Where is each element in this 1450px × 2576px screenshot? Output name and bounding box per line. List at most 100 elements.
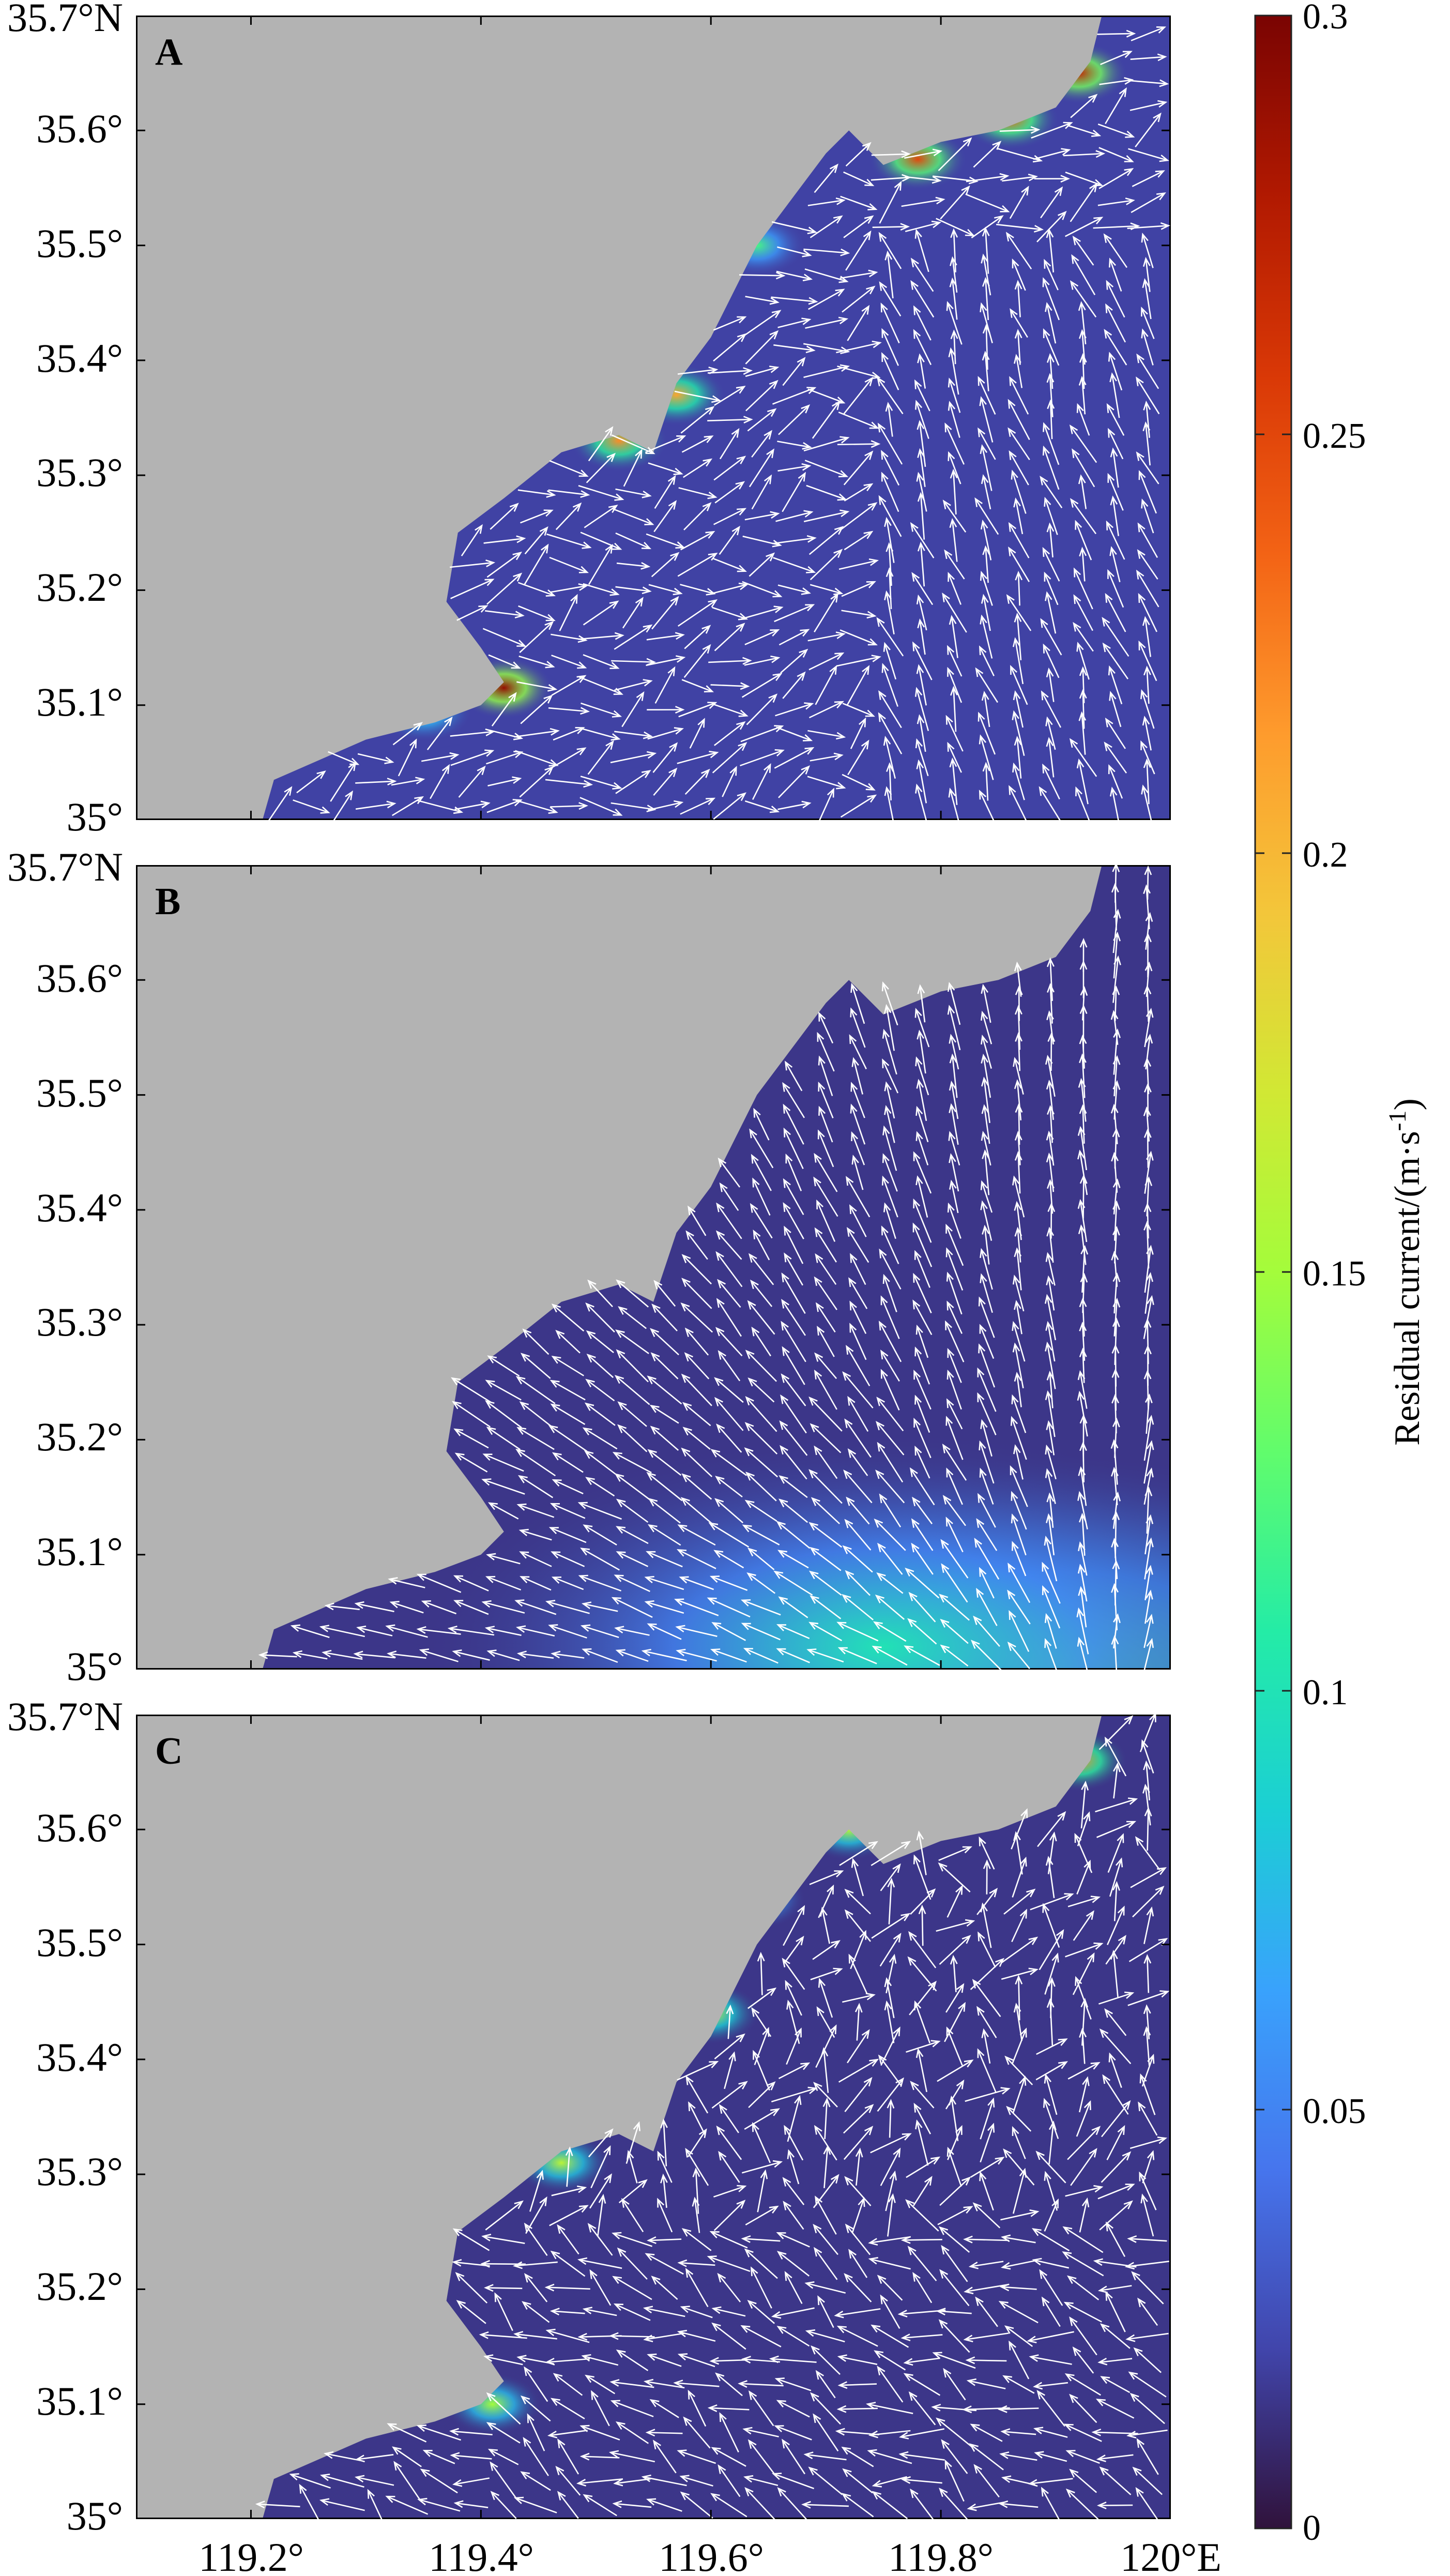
current-vector	[577, 2257, 622, 2269]
current-vector	[486, 551, 523, 578]
current-vector	[744, 655, 781, 666]
current-vector	[746, 693, 778, 725]
current-vector	[741, 1623, 781, 1641]
current-vector	[681, 1447, 713, 1477]
current-vector	[752, 763, 771, 800]
current-vector	[915, 1175, 928, 1218]
current-vector	[1033, 2382, 1069, 2390]
current-vector	[1144, 1565, 1153, 1601]
current-vector	[1080, 1272, 1088, 1313]
current-vector	[1137, 2297, 1158, 2326]
current-vector	[1140, 2193, 1154, 2237]
current-vector	[844, 483, 874, 502]
current-vector	[1046, 737, 1055, 778]
current-vector	[1078, 375, 1087, 415]
current-vector	[884, 250, 894, 299]
current-vector	[1044, 1536, 1058, 1582]
current-vector	[779, 1498, 808, 1523]
current-vector	[1143, 758, 1151, 805]
current-vector	[945, 1517, 964, 1553]
current-vector	[651, 552, 680, 578]
current-vector	[751, 2007, 772, 2037]
current-vector	[1014, 1300, 1022, 1335]
current-vector	[999, 126, 1041, 134]
current-vector	[625, 2121, 640, 2164]
current-vector	[945, 1320, 965, 1362]
current-vector	[784, 1252, 803, 1286]
y-tick: 35.2°	[36, 2264, 123, 2309]
current-vector	[449, 2428, 493, 2436]
current-vector	[1143, 665, 1151, 704]
current-vector	[843, 215, 874, 238]
current-vector	[1130, 100, 1168, 111]
current-vector	[850, 982, 865, 1024]
current-vector	[1101, 2151, 1132, 2183]
current-vector	[980, 1419, 993, 1457]
current-vector	[712, 741, 747, 774]
current-vector	[979, 1467, 994, 1505]
current-vector	[751, 430, 773, 458]
current-vector	[722, 766, 737, 797]
current-vector	[939, 2269, 970, 2307]
y-tick: 35.4°	[36, 336, 123, 381]
current-vector	[1078, 301, 1087, 344]
current-vector	[1010, 1416, 1027, 1460]
current-vector	[710, 1449, 747, 1476]
current-vector	[1013, 1831, 1023, 1875]
current-vector	[980, 302, 993, 343]
current-vector	[965, 2087, 1011, 2102]
current-vector	[486, 1427, 521, 1450]
current-vector	[844, 2176, 872, 2206]
current-vector	[981, 594, 991, 631]
current-vector	[1015, 1032, 1022, 1071]
current-vector	[548, 1527, 587, 1543]
current-vector	[1127, 1990, 1170, 2006]
current-vector	[905, 2199, 939, 2232]
current-vector	[713, 558, 747, 572]
current-vector	[456, 2300, 486, 2324]
current-vector	[907, 1956, 937, 1992]
current-vector	[778, 765, 811, 798]
current-vector	[784, 2125, 804, 2161]
current-vector	[1001, 1967, 1039, 1980]
current-vector	[549, 2205, 589, 2226]
current-vector	[842, 1371, 874, 1408]
current-vector	[942, 1444, 967, 1481]
current-vector	[450, 2452, 492, 2460]
current-vector	[905, 176, 942, 184]
current-vector	[616, 1551, 649, 1567]
current-vector	[319, 1625, 365, 1638]
current-vector	[937, 2059, 974, 2082]
current-vector	[494, 2292, 513, 2331]
current-vector	[844, 2077, 873, 2112]
x-tick: 119.6°	[659, 2535, 764, 2576]
current-vector	[744, 800, 780, 813]
current-vector	[490, 2491, 517, 2519]
current-vector	[1032, 2257, 1070, 2269]
current-vector	[839, 1841, 878, 1866]
current-vector	[515, 799, 558, 814]
current-vector	[685, 1230, 708, 1260]
current-vector	[1044, 2073, 1058, 2115]
current-vector	[1138, 640, 1157, 681]
current-vector	[940, 1618, 969, 1644]
current-vector	[1069, 424, 1097, 463]
current-vector	[1009, 1610, 1030, 1652]
current-vector	[1144, 1272, 1153, 1314]
current-vector	[837, 1647, 877, 1664]
current-vector	[913, 1417, 932, 1459]
current-vector	[1035, 2061, 1068, 2081]
current-vector	[724, 2051, 736, 2089]
current-vector	[551, 747, 587, 768]
current-vector	[911, 1542, 934, 1575]
current-vector	[683, 644, 711, 678]
current-vector	[1009, 376, 1029, 415]
current-vector	[1079, 689, 1087, 729]
current-vector	[997, 2405, 1039, 2413]
current-vector	[914, 379, 930, 412]
current-vector	[681, 1278, 712, 1309]
current-vector	[844, 531, 874, 551]
current-vector	[1066, 2275, 1100, 2300]
current-vector	[855, 2147, 863, 2186]
